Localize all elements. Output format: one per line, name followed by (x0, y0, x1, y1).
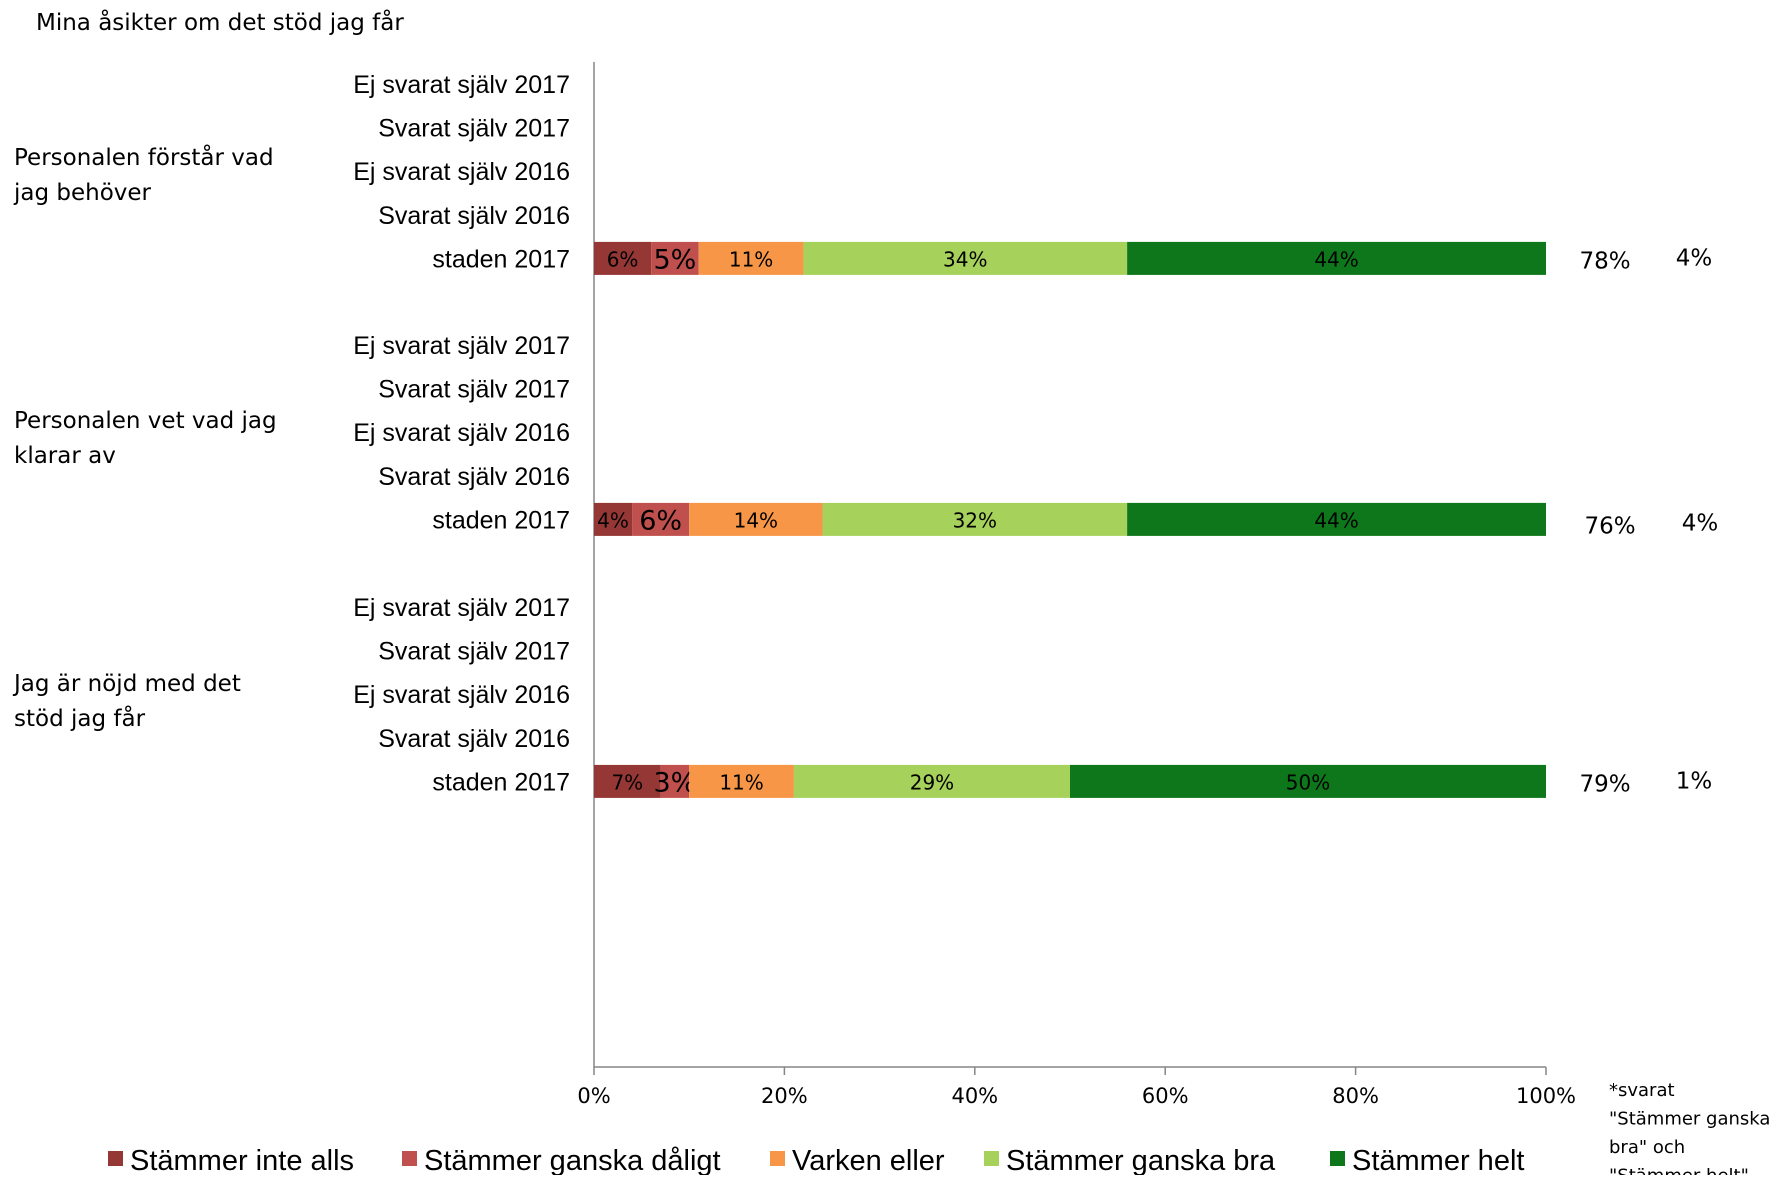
bar-segment (822, 502, 1128, 536)
legend-swatch (984, 1151, 999, 1166)
footnote: *svarat "Stämmer ganska bra" och "Stämmer h… (1609, 1080, 1770, 1180)
legend-label: Stämmer ganska dåligt (424, 1145, 721, 1175)
row-label: staden 2017 (432, 506, 570, 534)
side-value: 1% (1676, 768, 1713, 794)
legend-label: Stämmer ganska bra (1006, 1145, 1276, 1175)
row-label: Svarat själv 2016 (378, 725, 570, 753)
data-label: 34% (943, 247, 987, 271)
x-tick-label: 40% (951, 1084, 998, 1108)
row-label: Svarat själv 2016 (378, 202, 570, 230)
footnote-line: bra" och (1609, 1137, 1685, 1158)
bar-segment (698, 241, 804, 275)
bar-segment (651, 241, 699, 275)
x-tick-label: 100% (1516, 1084, 1576, 1108)
legend-swatch (402, 1151, 417, 1166)
data-label: 32% (953, 508, 997, 532)
side-value: 4% (1676, 245, 1713, 271)
row-label: staden 2017 (432, 768, 570, 796)
row-label: Svarat själv 2016 (378, 463, 570, 491)
row-label: Svarat själv 2017 (378, 115, 570, 143)
bar-segment (594, 502, 633, 536)
side-value: 4% (1682, 510, 1719, 536)
footnote-line: "Stämmer ganska (1609, 1109, 1770, 1130)
bar-segment (1070, 764, 1546, 798)
legend-label: Stämmer inte alls (130, 1145, 354, 1175)
bar-segment (1127, 241, 1546, 275)
group-label: jag behöver (13, 180, 152, 206)
footnote-line: "Stämmer helt" (1609, 1166, 1749, 1176)
bar-segment (632, 502, 690, 536)
bar-segment (793, 764, 1070, 798)
row-label: Ej svarat själv 2016 (353, 158, 570, 186)
row-label: Svarat själv 2017 (378, 638, 570, 666)
data-label: 7% (611, 770, 643, 794)
bar-segment (660, 764, 690, 798)
chart-title: Mina åsikter om det stöd jag får (36, 8, 404, 36)
data-label: 11% (719, 770, 763, 794)
legend-swatch (770, 1151, 785, 1166)
x-tick-label: 80% (1332, 1084, 1379, 1108)
data-label: 4% (597, 508, 629, 532)
positive-share-value: 78% (1579, 248, 1630, 274)
data-label: 14% (734, 508, 778, 532)
x-tick-label: 60% (1142, 1084, 1189, 1108)
bar-segment (594, 241, 652, 275)
plot-area: 0% 20% 40% 60% 80% 100% Personalen förstår vad… (12, 62, 1718, 1108)
data-label: 6% (607, 247, 639, 271)
bar-segment (1127, 502, 1546, 536)
row-label: Ej svarat själv 2017 (353, 594, 570, 622)
group-label: Personalen förstår vad (14, 143, 274, 171)
bar-segment (803, 241, 1128, 275)
data-label: 11% (729, 247, 773, 271)
data-label: 29% (910, 770, 954, 794)
legend-swatch (108, 1151, 123, 1166)
footnote-line: *svarat (1609, 1080, 1675, 1101)
bar-segment (689, 764, 794, 798)
legend: Stämmer inte alls Stämmer ganska dåligt Va… (108, 1145, 1524, 1177)
positive-share-value: 79% (1579, 771, 1630, 797)
row-label: Ej svarat själv 2017 (353, 71, 570, 99)
legend-label: Stämmer helt (1352, 1145, 1524, 1175)
data-label: 44% (1314, 247, 1358, 271)
positive-share-value: 76% (1584, 513, 1635, 539)
x-tick-label: 0% (577, 1084, 610, 1108)
data-label: 5% (653, 244, 696, 275)
row-label: Svarat själv 2017 (378, 376, 570, 404)
row-label: Ej svarat själv 2016 (353, 681, 570, 709)
group-label: Jag är nöjd med det (12, 671, 241, 697)
group-label: Personalen vet vad jag (14, 408, 277, 434)
bar-segment (594, 764, 661, 798)
legend-swatch (1330, 1151, 1345, 1166)
data-label: 44% (1314, 508, 1358, 532)
data-label: 50% (1286, 770, 1330, 794)
row-label: Ej svarat själv 2017 (353, 332, 570, 360)
legend-label: Varken eller (792, 1145, 945, 1175)
x-tick-label: 20% (761, 1084, 808, 1108)
row-label: staden 2017 (432, 245, 570, 273)
bar-segment (689, 502, 823, 536)
row-label: Ej svarat själv 2016 (353, 419, 570, 447)
group-label: klarar av (14, 443, 116, 469)
group-label: stöd jag får (14, 704, 146, 732)
data-label: 6% (639, 505, 682, 536)
